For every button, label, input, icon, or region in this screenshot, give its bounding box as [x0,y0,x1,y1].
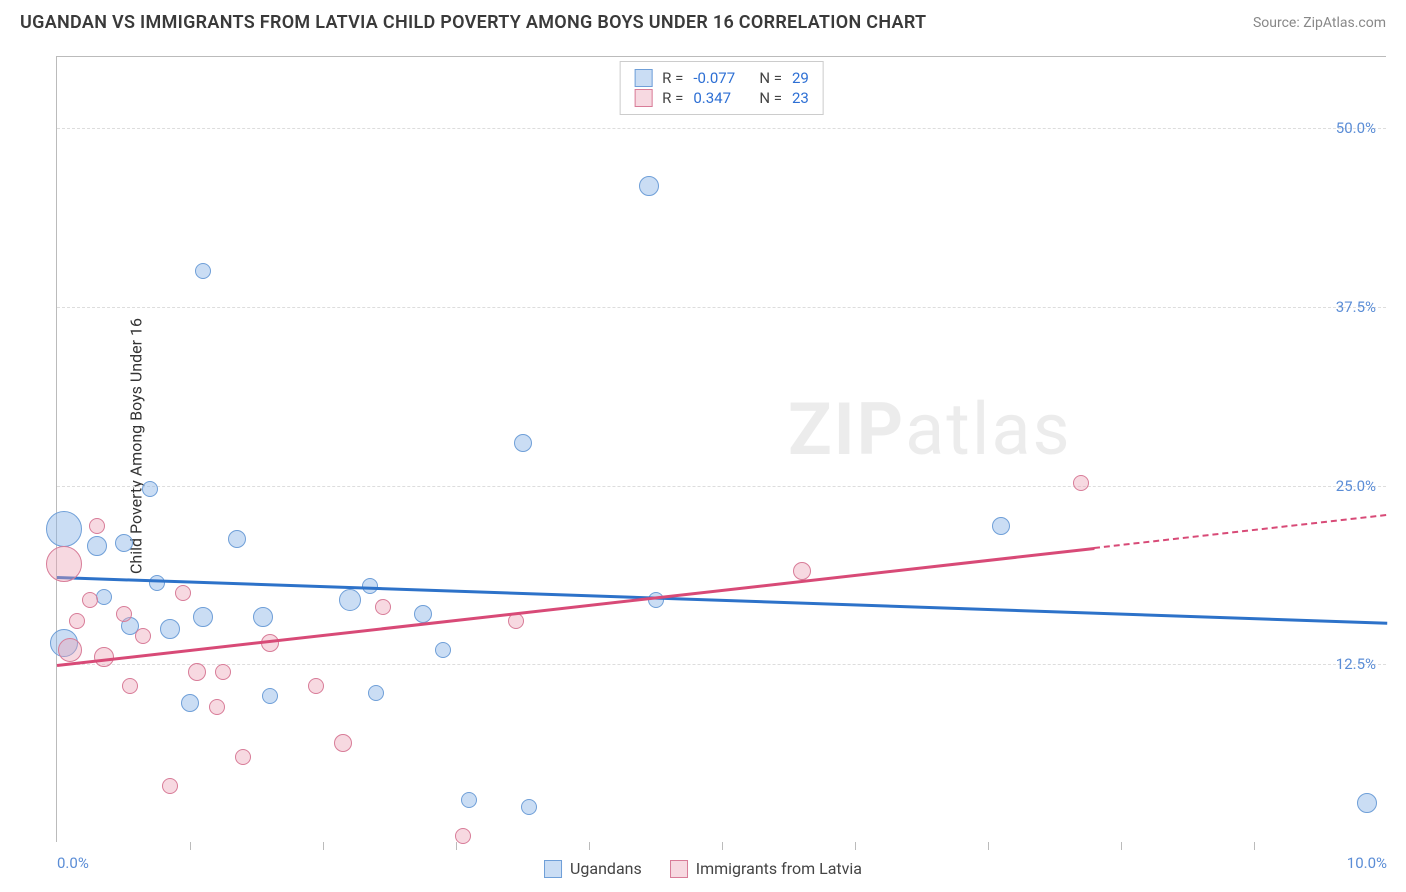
x-tick [855,842,856,850]
data-point [521,799,537,815]
data-point [514,434,532,452]
data-point [175,585,191,601]
data-point [215,664,231,680]
data-point [253,607,273,627]
data-point [235,749,251,765]
stat-r-value: -0.077 [693,69,749,87]
data-point [142,481,158,497]
data-point [58,638,82,662]
x-tick-label: 10.0% [1347,854,1387,872]
legend-item: Ugandans [544,859,642,878]
stat-n-label: N = [759,89,782,107]
data-point [193,607,213,627]
chart-source: Source: ZipAtlas.com [1253,15,1386,31]
x-tick [190,842,191,850]
data-point [135,628,151,644]
trend-line [1094,514,1387,549]
data-point [228,530,246,548]
x-tick [988,842,989,850]
scatter-chart: ZIPatlas R = -0.077 N = 29 R = 0.347 N = 23… [56,56,1386,842]
data-point [115,534,133,552]
legend-swatch [544,860,562,878]
data-point [87,536,107,556]
data-point [181,694,199,712]
x-tick-label: 0.0% [57,854,89,872]
data-point [162,778,178,794]
data-point [160,619,180,639]
data-point [793,562,811,580]
chart-header: UGANDAN VS IMMIGRANTS FROM LATVIA CHILD … [0,0,1406,41]
data-point [461,792,477,808]
data-point [82,592,98,608]
data-point [122,678,138,694]
x-tick [1254,842,1255,850]
watermark: ZIPatlas [788,387,1072,472]
data-point [1357,793,1377,813]
data-point [46,546,82,582]
data-point [209,699,225,715]
data-point [195,263,211,279]
data-point [149,575,165,591]
data-point [455,828,471,844]
y-tick-label: 25.0% [1336,477,1376,495]
data-point [368,685,384,701]
y-tick-label: 12.5% [1336,655,1376,673]
gridline [57,664,1386,665]
data-point [639,176,659,196]
legend-swatch [634,69,652,87]
data-point [339,589,361,611]
data-point [116,606,132,622]
gridline [57,128,1386,129]
stat-n-value: 29 [792,69,809,87]
x-tick [1121,842,1122,850]
data-point [308,678,324,694]
stat-r-label: R = [662,89,683,107]
x-tick [456,842,457,850]
legend-item: Immigrants from Latvia [670,859,862,878]
data-point [1073,475,1089,491]
data-point [89,518,105,534]
legend-label: Ugandans [570,859,642,878]
y-tick-label: 50.0% [1336,119,1376,137]
correlation-stats-box: R = -0.077 N = 29 R = 0.347 N = 23 [619,61,824,115]
stats-row: R = -0.077 N = 29 [634,68,809,88]
legend-label: Immigrants from Latvia [696,859,862,878]
stat-n-label: N = [759,69,782,87]
chart-title: UGANDAN VS IMMIGRANTS FROM LATVIA CHILD … [20,12,926,33]
stat-r-value: 0.347 [693,89,749,107]
data-point [435,642,451,658]
data-point [46,511,82,547]
gridline [57,486,1386,487]
data-point [992,517,1010,535]
stats-row: R = 0.347 N = 23 [634,88,809,108]
x-tick [722,842,723,850]
y-tick-label: 37.5% [1336,298,1376,316]
stat-n-value: 23 [792,89,809,107]
x-tick [589,842,590,850]
data-point [69,613,85,629]
stat-r-label: R = [662,69,683,87]
data-point [188,663,206,681]
data-point [508,613,524,629]
x-tick [323,842,324,850]
data-point [414,605,432,623]
legend-swatch [670,860,688,878]
chart-legend: Ugandans Immigrants from Latvia [544,859,862,878]
legend-swatch [634,89,652,107]
data-point [375,599,391,615]
data-point [262,688,278,704]
data-point [334,734,352,752]
gridline [57,307,1386,308]
